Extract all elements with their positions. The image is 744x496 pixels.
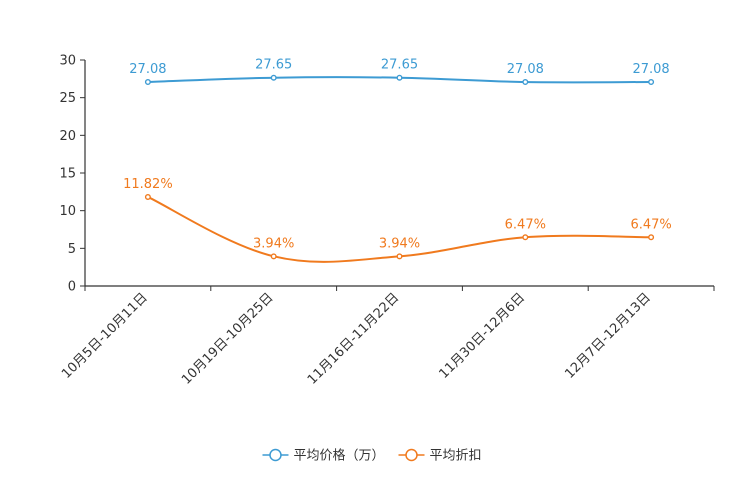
- y-tick-label: 15: [59, 167, 76, 182]
- x-tick-label: 12月7日-12月13日: [562, 290, 654, 382]
- y-tick-label: 25: [59, 91, 76, 106]
- series-layer: 27.08 27.65 27.65 27.08 27.08 11.82% 3.94% 3.94…: [123, 58, 672, 263]
- data-point[interactable]: [648, 234, 655, 241]
- legend-item[interactable]: 平均价格（万）: [262, 448, 385, 464]
- data-point[interactable]: [270, 74, 277, 81]
- axes: 0 5 10 15 20 25 30 10月5日-10月11日 10月19日-10月25日 11月…: [59, 54, 715, 388]
- series-1[interactable]: 27.08 27.65 27.65 27.08 27.08: [129, 58, 670, 85]
- data-label: 3.94%: [253, 236, 294, 251]
- y-tick-label: 10: [59, 204, 76, 219]
- data-label: 6.47%: [630, 217, 671, 232]
- data-label: 27.08: [632, 62, 669, 77]
- data-point[interactable]: [396, 74, 403, 81]
- data-label: 27.65: [255, 58, 292, 73]
- data-label: 6.47%: [505, 217, 546, 232]
- y-tick-label: 20: [59, 129, 76, 144]
- x-tick-label: 11月16日-11月22日: [305, 290, 402, 387]
- series-2[interactable]: 11.82% 3.94% 3.94% 6.47% 6.47%: [123, 177, 672, 263]
- y-tick-label: 5: [68, 242, 76, 257]
- data-label: 27.08: [507, 62, 544, 77]
- data-point[interactable]: [522, 234, 529, 241]
- data-point[interactable]: [144, 193, 151, 200]
- x-tick-label: 10月5日-10月11日: [59, 290, 151, 382]
- legend[interactable]: 平均价格（万） 平均折扣: [262, 448, 482, 464]
- data-label: 3.94%: [379, 236, 420, 251]
- series-line[interactable]: [147, 196, 652, 263]
- data-point[interactable]: [396, 253, 403, 260]
- y-tick-label: 0: [68, 280, 76, 295]
- legend-label: 平均折扣: [430, 449, 482, 464]
- legend-marker: [405, 448, 418, 462]
- data-point[interactable]: [270, 253, 277, 260]
- data-point[interactable]: [648, 78, 655, 85]
- data-label: 27.65: [381, 58, 418, 73]
- y-tick-label: 30: [59, 54, 76, 69]
- data-label: 11.82%: [123, 177, 173, 192]
- x-tick-label: 10月19日-10月25日: [179, 290, 276, 387]
- legend-marker: [269, 448, 282, 462]
- legend-label: 平均价格（万）: [293, 448, 384, 464]
- data-point[interactable]: [144, 78, 151, 85]
- data-point[interactable]: [522, 78, 529, 85]
- data-label: 27.08: [129, 62, 166, 77]
- legend-item[interactable]: 平均折扣: [398, 448, 482, 464]
- x-tick-label: 11月30日-12月6日: [436, 290, 528, 382]
